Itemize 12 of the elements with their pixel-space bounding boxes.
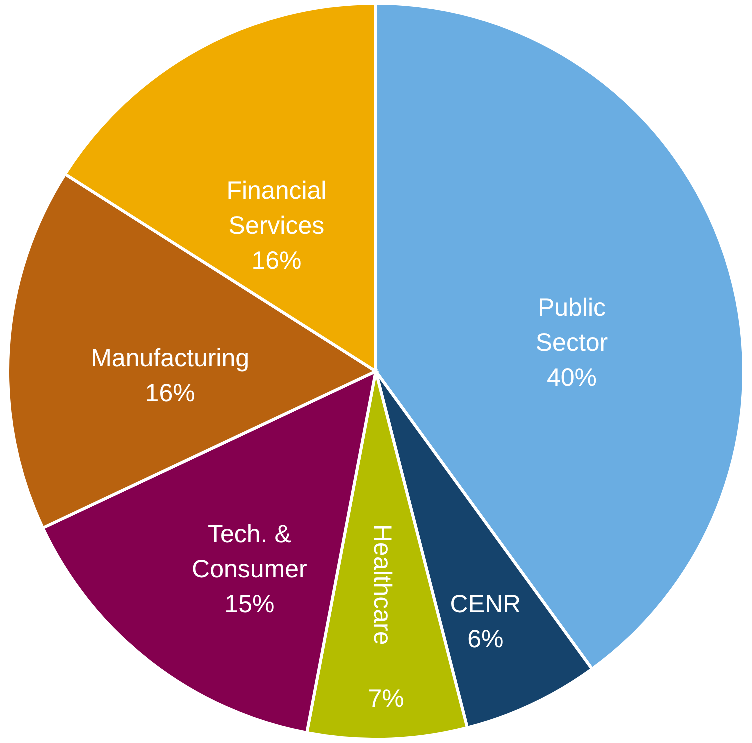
data-label: 16% [145,380,196,408]
slice-label: CENR [450,590,522,619]
data-label: 7% [368,684,404,713]
slice-label: Public Sector [536,294,608,357]
slice-label: Financial Services [226,176,327,240]
data-label: 15% [224,590,275,618]
slice-label: Manufacturing [91,344,250,373]
data-label: 6% [468,626,504,654]
slice-label: Tech. & Consumer [192,520,308,584]
data-label: 16% [252,246,302,275]
data-label: 40% [546,364,598,392]
slice-label: Healthcare [368,524,397,646]
